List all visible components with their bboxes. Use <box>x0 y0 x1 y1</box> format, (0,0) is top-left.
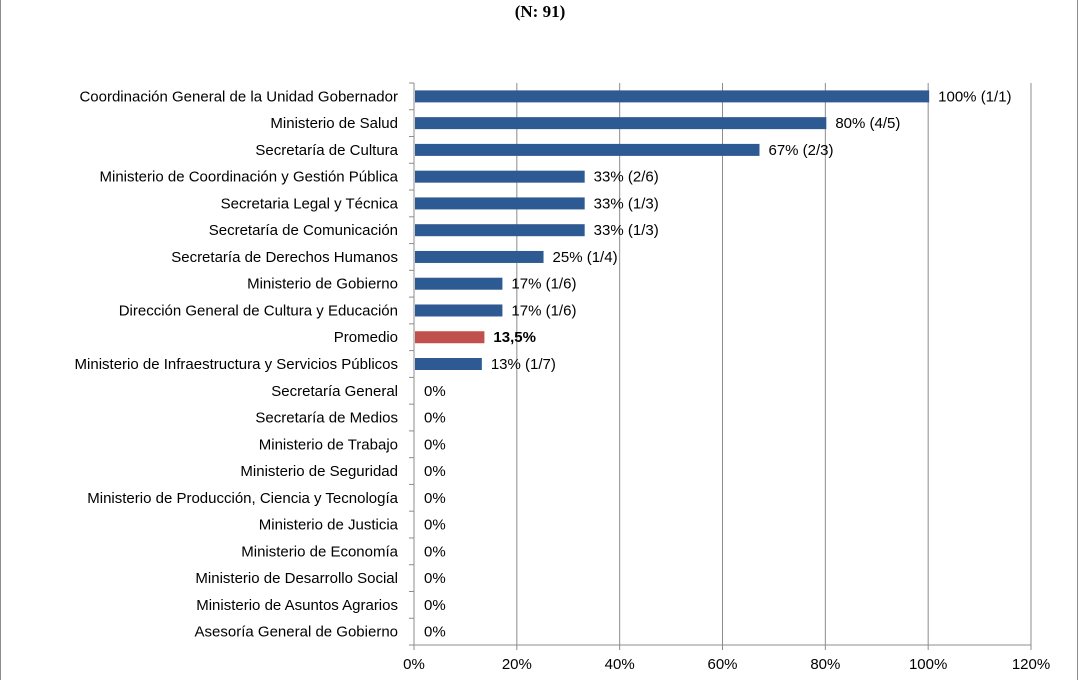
value-label: 0% <box>424 490 446 507</box>
value-label: 0% <box>424 543 446 560</box>
value-label: 25% (1/4) <box>553 249 618 266</box>
category-label: Ministerio de Infraestructura y Servicio… <box>75 356 398 373</box>
value-label: 13% (1/7) <box>491 356 556 373</box>
value-label: 13,5% <box>493 329 536 346</box>
x-tick-label: 0% <box>403 656 425 673</box>
category-label: Ministerio de Gobierno <box>247 276 398 293</box>
category-label: Secretaría de Medios <box>255 410 398 427</box>
average-bar <box>415 331 485 344</box>
x-tick-label: 60% <box>707 656 737 673</box>
bar <box>415 197 585 210</box>
category-label: Ministerio de Justicia <box>259 517 399 534</box>
value-label: 33% (1/3) <box>594 195 659 212</box>
category-label: Ministerio de Asuntos Agrarios <box>196 597 398 614</box>
category-label: Promedio <box>334 329 398 346</box>
bar <box>415 90 930 103</box>
x-tick-label: 120% <box>1012 656 1050 673</box>
value-label: 100% (1/1) <box>938 88 1011 105</box>
category-label: Ministerio de Trabajo <box>259 436 398 453</box>
bar <box>415 117 827 130</box>
bar <box>415 304 503 317</box>
gridlines <box>516 83 1032 645</box>
category-label: Secretaría de Derechos Humanos <box>171 249 398 266</box>
bars <box>415 90 930 370</box>
value-label: 80% (4/5) <box>835 115 900 132</box>
value-label: 33% (2/6) <box>594 169 659 186</box>
value-label: 17% (1/6) <box>511 276 576 293</box>
value-label: 0% <box>424 436 446 453</box>
bar <box>415 170 585 183</box>
category-label: Ministerio de Seguridad <box>240 463 398 480</box>
category-label: Ministerio de Desarrollo Social <box>195 570 398 587</box>
axes <box>409 82 1032 650</box>
x-tick-label: 80% <box>810 656 840 673</box>
value-label: 0% <box>424 597 446 614</box>
x-tick-label: 20% <box>502 656 532 673</box>
category-label: Secretaría General <box>271 383 398 400</box>
category-label: Ministerio de Producción, Ciencia y Tecn… <box>87 490 398 507</box>
bar <box>415 250 544 263</box>
category-label: Ministerio de Economía <box>241 543 398 560</box>
x-tick-label: 100% <box>909 656 947 673</box>
category-label: Asesoría General de Gobierno <box>195 624 398 641</box>
category-label: Ministerio de Coordinación y Gestión Púb… <box>100 169 399 186</box>
category-label: Ministerio de Salud <box>270 115 398 132</box>
value-label: 0% <box>424 517 446 534</box>
bar <box>415 224 585 237</box>
value-label: 17% (1/6) <box>511 302 576 319</box>
bar <box>415 277 503 290</box>
value-label: 33% (1/3) <box>594 222 659 239</box>
category-label: Secretaría de Comunicación <box>209 222 398 239</box>
bar <box>415 358 482 370</box>
value-label: 0% <box>424 410 446 427</box>
x-tick-label: 40% <box>605 656 635 673</box>
chart-subtitle: (N: 91) <box>514 2 566 21</box>
bar <box>415 143 760 156</box>
category-label: Secretaria Legal y Técnica <box>221 195 399 212</box>
value-label: 67% (2/3) <box>768 142 833 159</box>
category-label: Secretaría de Cultura <box>255 142 398 159</box>
category-label: Dirección General de Cultura y Educación <box>119 302 398 319</box>
category-label: Coordinación General de la Unidad Gobern… <box>79 88 398 105</box>
value-label: 0% <box>424 383 446 400</box>
labels: 0% 20% 40% 60% 80% 100% 120% Coordinación Gener… <box>75 88 1051 673</box>
value-label: 0% <box>424 624 446 641</box>
value-label: 0% <box>424 570 446 587</box>
value-label: 0% <box>424 463 446 480</box>
